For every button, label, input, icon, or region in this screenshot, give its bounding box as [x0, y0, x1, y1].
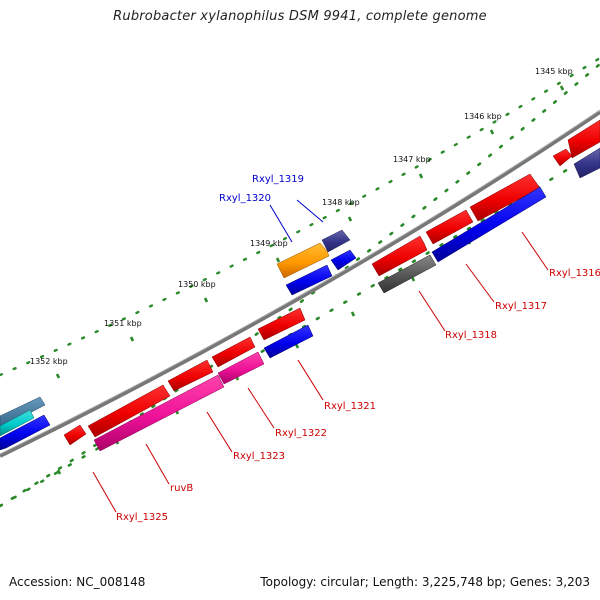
ruler-label-1347: 1347 kbp: [393, 155, 431, 164]
gene-shape-magenta-1322[interactable]: [217, 351, 265, 385]
gene-label-rxyl-1316: Rxyl_1316: [549, 268, 600, 279]
ruler-label-1350: 1350 kbp: [178, 280, 216, 289]
ruler-lower: [0, 148, 600, 508]
gene-shape-teal-left[interactable]: [0, 409, 35, 437]
gene-shape-1315a[interactable]: [552, 148, 573, 167]
gene-shape-magenta-1323[interactable]: [93, 374, 225, 452]
ruler-labels: 1345 kbp 1346 kbp 1347 kbp 1348 kbp 1349…: [30, 67, 573, 366]
gene-shape-blue-left[interactable]: [0, 414, 51, 451]
topology-text: Topology: circular; Length: 3,225,748 bp…: [260, 575, 590, 589]
gene-label-rxyl-1323: Rxyl_1323: [233, 451, 285, 462]
gene-label-rxyl-1317: Rxyl_1317: [495, 301, 547, 312]
ruler-label-1352: 1352 kbp: [30, 357, 68, 366]
gene-shape-blue-1321[interactable]: [263, 324, 314, 359]
accession-text: Accession: NC_008148: [9, 575, 146, 589]
gene-label-rxyl-1318: Rxyl_1318: [445, 330, 497, 341]
gene-label-rxyl-1320: Rxyl_1320: [219, 193, 271, 204]
gene-labels: Rxyl_1316 Rxyl_1317 Rxyl_1318 Rxyl_1319 …: [116, 174, 600, 523]
gene-shape-rxyl-1316[interactable]: [469, 173, 541, 222]
gene-shape-blue-1320[interactable]: [285, 264, 333, 296]
gene-shape-rxyl-1318[interactable]: [371, 235, 428, 277]
gene-shape-rxyl-1322[interactable]: [211, 336, 256, 368]
genome-backbone: [0, 110, 600, 458]
gene-shape-rxyl-1325[interactable]: [63, 424, 87, 446]
gene-shape-rxyl-1319[interactable]: [321, 229, 351, 253]
ruler-label-1346: 1346 kbp: [464, 112, 502, 121]
gene-shape-rxyl-1317[interactable]: [425, 209, 474, 245]
gene-shape-rxyl-1321[interactable]: [257, 307, 306, 341]
gene-label-ruvb: ruvB: [170, 483, 193, 494]
gene-shape-gray-1318[interactable]: [377, 254, 437, 294]
ruler-major-ticks: [55, 85, 565, 379]
gene-shape-rxyl-1323[interactable]: [167, 359, 214, 392]
ruler-label-1349: 1349 kbp: [250, 239, 288, 248]
map-title: Rubrobacter xylanophilus DSM 9941, compl…: [113, 9, 487, 24]
gene-label-rxyl-1325: Rxyl_1325: [116, 512, 168, 523]
gene-shape-1315b[interactable]: [567, 119, 600, 159]
gene-shape-ruvb[interactable]: [87, 384, 171, 438]
gene-label-rxyl-1319: Rxyl_1319: [252, 174, 304, 185]
gene-label-rxyl-1322: Rxyl_1322: [275, 428, 327, 439]
gene-track-forward: [63, 119, 600, 446]
ruler-label-1348: 1348 kbp: [322, 198, 360, 207]
gene-shape-navy-right[interactable]: [573, 147, 600, 179]
ruler-label-1351: 1351 kbp: [104, 319, 142, 328]
gene-label-rxyl-1321: Rxyl_1321: [324, 401, 376, 412]
ruler-label-1345: 1345 kbp: [535, 67, 573, 76]
gene-track-reverse: [0, 147, 600, 452]
gene-shape-rxyl-1320[interactable]: [276, 242, 330, 279]
ruler-upper: [0, 56, 600, 377]
label-connectors: [92, 199, 549, 513]
gene-shape-blue-1319[interactable]: [330, 249, 357, 271]
gene-shape-blue-1317[interactable]: [431, 186, 547, 263]
